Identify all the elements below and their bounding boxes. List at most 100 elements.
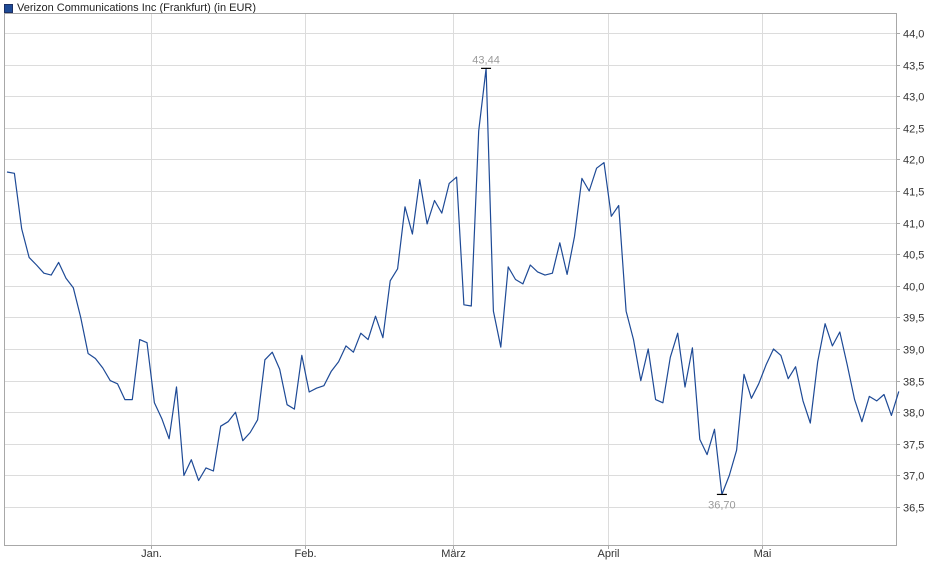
data-point xyxy=(389,279,392,282)
data-point xyxy=(271,351,274,354)
data-point xyxy=(418,178,421,181)
data-point xyxy=(897,390,900,393)
data-point xyxy=(116,382,119,385)
data-point xyxy=(94,357,97,360)
data-point xyxy=(87,352,90,355)
y-tick-label: 43,0 xyxy=(903,92,924,104)
data-point xyxy=(647,348,650,351)
data-point xyxy=(146,341,149,344)
data-point xyxy=(824,322,827,325)
data-point xyxy=(308,391,311,394)
data-point xyxy=(440,212,443,215)
legend-swatch xyxy=(4,3,13,13)
data-point xyxy=(514,278,517,281)
data-point xyxy=(838,331,841,334)
data-point xyxy=(566,273,569,276)
data-point xyxy=(50,274,53,277)
data-point xyxy=(345,345,348,348)
data-point xyxy=(757,382,760,385)
data-point xyxy=(160,417,163,420)
y-tick-label: 38,0 xyxy=(903,408,924,420)
max-value-label: 43,44 xyxy=(472,54,500,66)
plot-area-border xyxy=(4,13,897,546)
data-point xyxy=(20,228,23,231)
data-point xyxy=(522,283,525,286)
data-point xyxy=(477,130,480,133)
data-point xyxy=(382,336,385,339)
data-point xyxy=(662,401,665,404)
data-point xyxy=(536,271,539,274)
data-point xyxy=(890,414,893,417)
data-point xyxy=(168,437,171,440)
data-point xyxy=(632,338,635,341)
data-point xyxy=(507,266,510,269)
data-point xyxy=(780,354,783,357)
data-point xyxy=(35,264,38,267)
data-point xyxy=(875,400,878,403)
data-point xyxy=(743,373,746,376)
x-month-label: Mai xyxy=(754,548,772,560)
data-point xyxy=(241,439,244,442)
data-point xyxy=(374,315,377,318)
y-tick-label: 37,0 xyxy=(903,471,924,483)
data-point xyxy=(846,363,849,366)
data-point xyxy=(765,363,768,366)
data-point xyxy=(883,393,886,396)
data-point xyxy=(802,400,805,403)
y-tick-label: 44,0 xyxy=(903,29,924,41)
data-point xyxy=(367,338,370,341)
y-tick-label: 42,0 xyxy=(903,155,924,167)
data-point xyxy=(809,422,812,425)
data-point xyxy=(411,233,414,236)
data-point xyxy=(234,411,237,414)
data-point xyxy=(131,398,134,401)
data-point xyxy=(787,377,790,380)
min-value-label: 36,70 xyxy=(708,499,736,511)
data-point xyxy=(551,272,554,275)
data-point xyxy=(256,418,259,421)
x-month-label: Feb. xyxy=(294,548,316,560)
data-point xyxy=(264,358,267,361)
data-point xyxy=(735,449,738,452)
y-axis-tick-labels: 36,5 37,0 37,5 38,0 38,5 39,0 39,5 40,0 40,5 41,0… xyxy=(896,29,924,515)
y-tick-label: 40,5 xyxy=(903,250,924,262)
data-point xyxy=(205,467,208,470)
data-point xyxy=(861,420,864,423)
data-point xyxy=(315,387,318,390)
data-point xyxy=(625,310,628,313)
data-point xyxy=(175,386,178,389)
data-point xyxy=(463,303,466,306)
data-point xyxy=(79,316,82,319)
data-point xyxy=(101,367,104,370)
x-month-label: März xyxy=(441,548,465,560)
data-point xyxy=(43,272,46,275)
data-point xyxy=(28,256,31,259)
x-month-label: Jan. xyxy=(141,548,162,560)
data-point xyxy=(300,354,303,357)
y-tick-label: 43,5 xyxy=(903,61,924,73)
data-point xyxy=(359,332,362,335)
chart-legend: Verizon Communications Inc (Frankfurt) (… xyxy=(4,1,256,15)
data-point xyxy=(330,370,333,373)
y-tick-label: 36,5 xyxy=(903,503,924,515)
data-point xyxy=(190,458,193,461)
data-point xyxy=(286,403,289,406)
data-point xyxy=(684,386,687,389)
data-point xyxy=(227,420,230,423)
data-point xyxy=(654,398,657,401)
data-point xyxy=(65,277,68,280)
data-point xyxy=(499,346,502,349)
series-line xyxy=(6,67,900,495)
data-point xyxy=(669,356,672,359)
legend-label: Verizon Communications Inc (Frankfurt) (… xyxy=(17,2,257,14)
data-point xyxy=(573,235,576,238)
data-point xyxy=(639,379,642,382)
data-point xyxy=(581,177,584,180)
data-point xyxy=(691,346,694,349)
data-point xyxy=(183,474,186,477)
data-point xyxy=(455,176,458,179)
data-point xyxy=(492,310,495,313)
data-point xyxy=(109,379,112,382)
data-point xyxy=(595,167,598,170)
